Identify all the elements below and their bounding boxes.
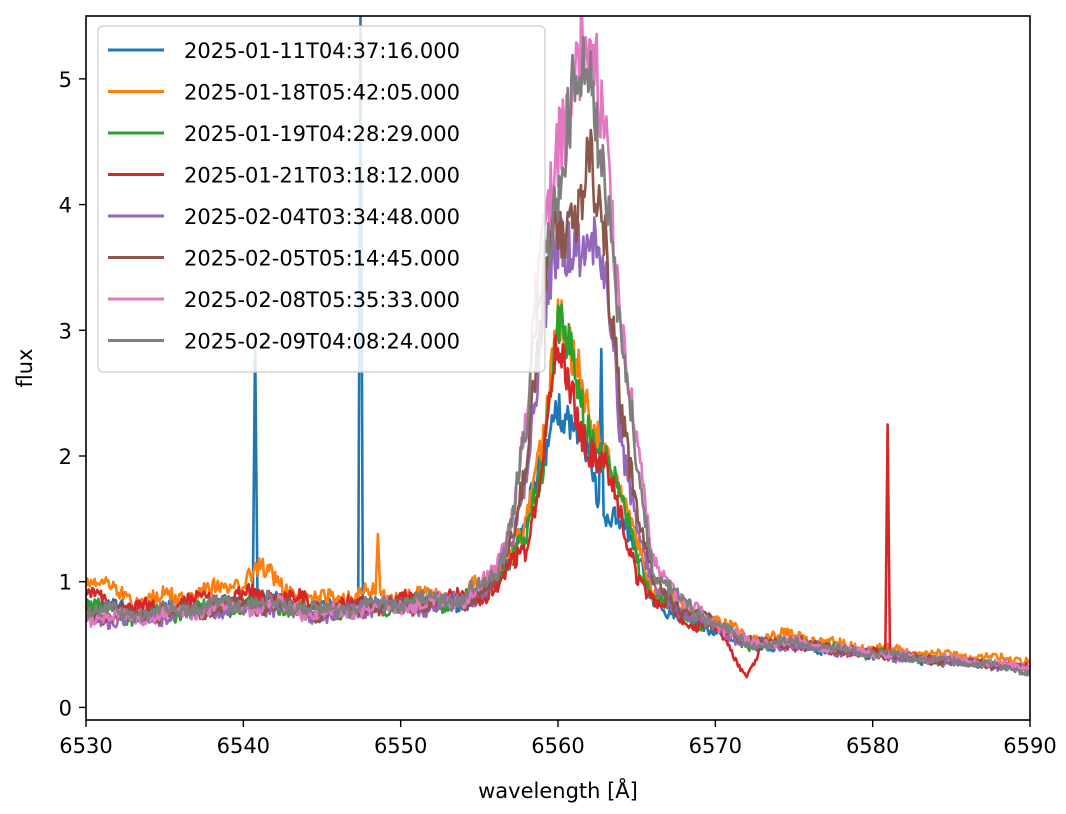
x-axis: 6530 6540 6550 6560 6570 6580 6590 bbox=[59, 720, 1057, 758]
legend-entry-label: 2025-02-04T03:34:48.000 bbox=[184, 205, 460, 229]
y-axis: 0 1 2 3 4 5 bbox=[59, 68, 86, 720]
y-tick-label: 0 bbox=[59, 696, 72, 720]
x-tick-label: 6580 bbox=[846, 734, 899, 758]
y-tick-label: 4 bbox=[59, 194, 72, 218]
legend-entry-label: 2025-01-21T03:18:12.000 bbox=[184, 164, 460, 188]
series-line-4 bbox=[86, 334, 1030, 679]
legend-entry-label: 2025-02-09T04:08:24.000 bbox=[184, 330, 460, 354]
legend-entry-label: 2025-01-11T04:37:16.000 bbox=[184, 39, 460, 63]
x-tick-label: 6570 bbox=[689, 734, 742, 758]
legend-entry-label: 2025-01-18T05:42:05.000 bbox=[184, 81, 460, 105]
y-tick-label: 2 bbox=[59, 445, 72, 469]
legend-entry-label: 2025-02-05T05:14:45.000 bbox=[184, 247, 460, 271]
x-axis-label: wavelength [Å] bbox=[478, 777, 638, 803]
legend: 2025-01-11T04:37:16.000 2025-01-18T05:42:… bbox=[97, 25, 546, 373]
plot-area bbox=[85, 15, 1031, 721]
legend-entry-label: 2025-02-08T05:35:33.000 bbox=[184, 288, 460, 312]
y-tick-label: 3 bbox=[59, 319, 72, 343]
y-tick-label: 5 bbox=[59, 68, 72, 92]
x-tick-label: 6560 bbox=[531, 734, 584, 758]
legend-entry-label: 2025-01-19T04:28:29.000 bbox=[184, 122, 460, 146]
series-lines bbox=[86, 16, 1030, 679]
series-line-8 bbox=[86, 35, 1030, 677]
x-tick-label: 6540 bbox=[217, 734, 270, 758]
x-tick-label: 6550 bbox=[374, 734, 427, 758]
x-tick-label: 6590 bbox=[1003, 734, 1056, 758]
y-axis-label: flux bbox=[13, 349, 37, 388]
x-tick-label: 6530 bbox=[59, 734, 112, 758]
y-tick-label: 1 bbox=[59, 571, 72, 595]
legend-box bbox=[97, 25, 546, 373]
